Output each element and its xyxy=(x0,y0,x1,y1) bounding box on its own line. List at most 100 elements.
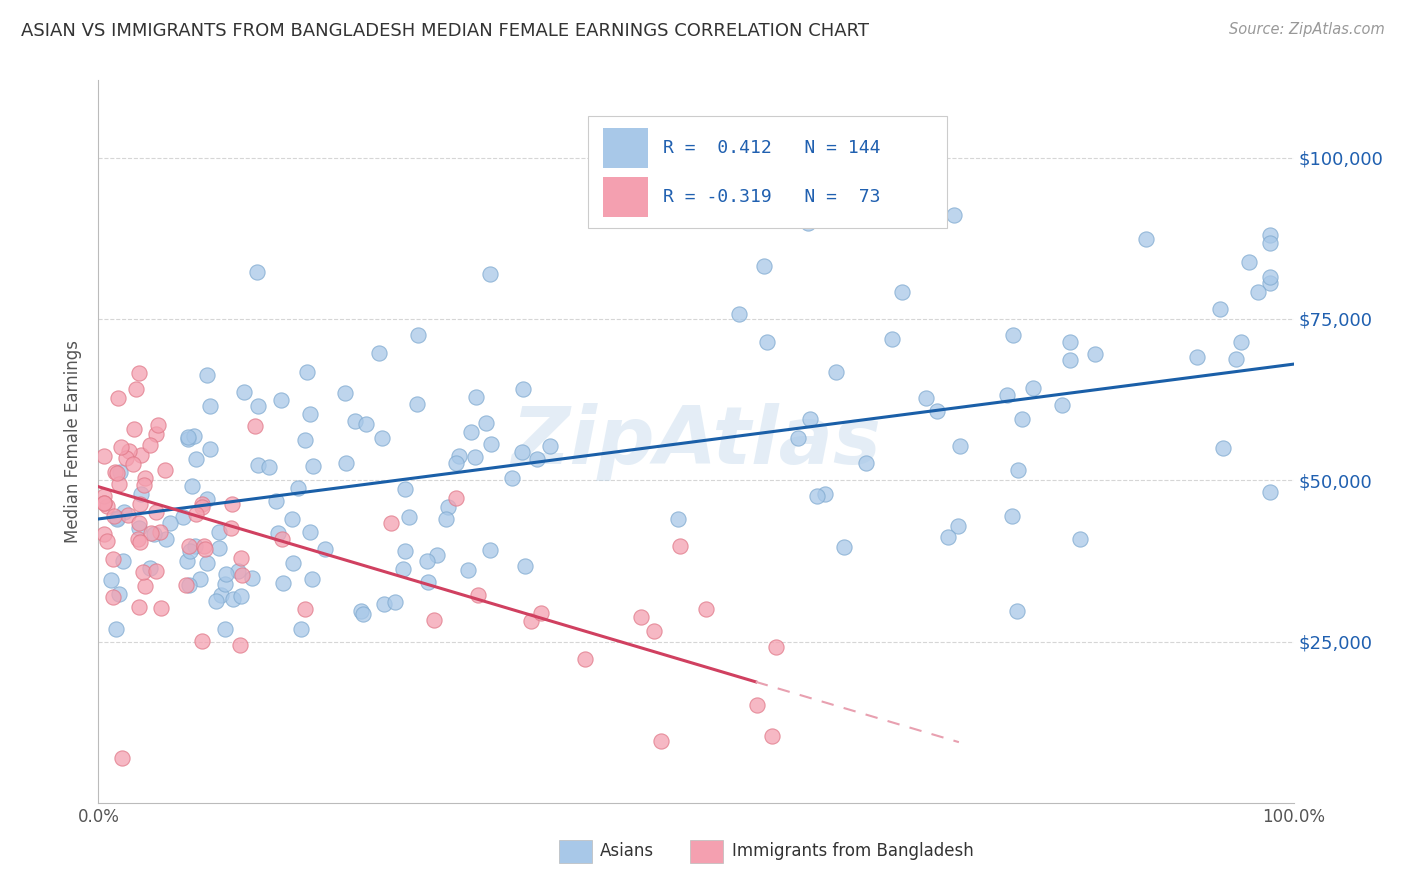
Point xyxy=(444,456,467,470)
Point xyxy=(245,419,267,434)
Point xyxy=(1209,301,1232,316)
Point xyxy=(139,561,162,575)
Point xyxy=(112,505,135,519)
Point xyxy=(198,442,221,456)
Point xyxy=(335,457,357,471)
Point xyxy=(111,554,134,568)
Point xyxy=(936,530,959,544)
Point xyxy=(145,565,167,579)
Point xyxy=(426,549,449,563)
Point xyxy=(122,457,145,471)
Point xyxy=(229,589,252,603)
Point xyxy=(1258,276,1281,290)
Point xyxy=(214,622,236,636)
Point xyxy=(179,539,201,553)
Point xyxy=(519,614,541,628)
Point xyxy=(1247,285,1270,299)
Point xyxy=(222,592,245,607)
Point xyxy=(464,450,486,465)
Point xyxy=(416,554,439,568)
Point xyxy=(259,460,281,475)
Point xyxy=(107,477,129,491)
Point xyxy=(96,533,118,548)
Point xyxy=(233,385,256,400)
Point xyxy=(371,431,394,445)
Point xyxy=(104,465,127,479)
Point xyxy=(153,463,176,477)
Point xyxy=(1237,254,1260,268)
Point xyxy=(747,698,769,713)
Point xyxy=(143,526,166,541)
Point xyxy=(103,508,125,523)
Point xyxy=(1258,235,1281,250)
Point xyxy=(118,444,141,458)
Point xyxy=(177,430,200,444)
Point xyxy=(314,541,336,556)
Point xyxy=(392,562,415,576)
Point xyxy=(191,498,214,512)
Point xyxy=(198,399,221,413)
Point xyxy=(436,500,458,515)
Point xyxy=(478,542,501,557)
FancyBboxPatch shape xyxy=(589,116,948,228)
Point xyxy=(1002,328,1025,343)
Point xyxy=(264,493,287,508)
Point xyxy=(299,407,322,421)
Point xyxy=(195,491,218,506)
Point xyxy=(512,383,534,397)
Point xyxy=(209,588,232,602)
Point xyxy=(281,511,304,525)
Point xyxy=(350,604,373,618)
Point xyxy=(150,601,173,615)
Point xyxy=(117,508,139,522)
Point xyxy=(891,285,914,299)
Point xyxy=(139,438,162,452)
Point xyxy=(1135,232,1157,246)
Point xyxy=(93,496,115,510)
Point xyxy=(110,440,132,454)
Point xyxy=(129,448,152,462)
Point xyxy=(191,634,214,648)
Point xyxy=(1258,228,1281,243)
Point xyxy=(814,487,837,501)
Point xyxy=(93,526,115,541)
FancyBboxPatch shape xyxy=(558,839,592,863)
Point xyxy=(394,482,416,496)
Point xyxy=(295,366,318,380)
Point xyxy=(380,516,402,530)
Point xyxy=(214,577,236,591)
Text: Source: ZipAtlas.com: Source: ZipAtlas.com xyxy=(1229,22,1385,37)
FancyBboxPatch shape xyxy=(690,839,724,863)
Point xyxy=(231,567,253,582)
Point xyxy=(290,622,312,636)
Point xyxy=(444,491,467,505)
Point xyxy=(195,368,218,383)
Point xyxy=(669,539,692,553)
Point xyxy=(93,450,115,464)
Point xyxy=(302,458,325,473)
Point xyxy=(344,414,367,428)
Point xyxy=(299,524,322,539)
Point xyxy=(1258,485,1281,500)
Point xyxy=(927,404,949,418)
Point xyxy=(270,392,292,407)
Text: R =  0.412   N = 144: R = 0.412 N = 144 xyxy=(662,139,880,157)
Point xyxy=(855,456,877,470)
Point xyxy=(995,387,1018,401)
Point xyxy=(384,594,406,608)
Point xyxy=(194,541,217,556)
Point xyxy=(129,487,152,501)
Point xyxy=(1001,508,1024,523)
Point xyxy=(93,496,115,510)
Point xyxy=(226,564,249,578)
FancyBboxPatch shape xyxy=(603,178,648,217)
Point xyxy=(301,572,323,586)
Point xyxy=(1052,398,1074,412)
Point xyxy=(108,465,131,479)
Point xyxy=(105,622,128,636)
Point xyxy=(132,478,155,492)
Y-axis label: Median Female Earnings: Median Female Earnings xyxy=(65,340,83,543)
Point xyxy=(294,433,316,447)
Point xyxy=(124,383,146,397)
Point xyxy=(765,640,787,654)
